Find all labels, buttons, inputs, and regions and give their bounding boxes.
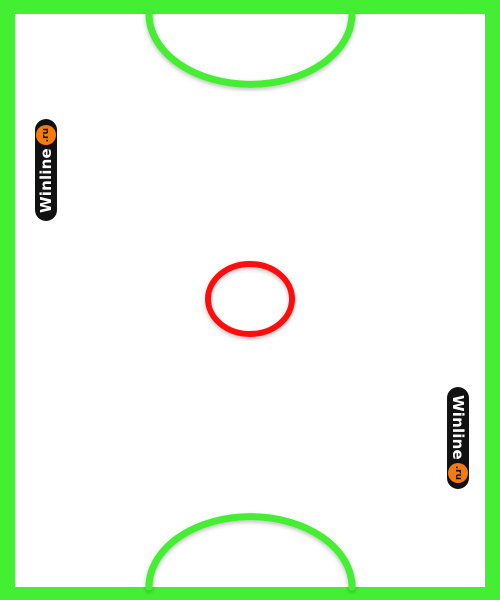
center-circle [205, 261, 295, 337]
top-goal-arc [145, 10, 356, 88]
bottom-goal-arc [145, 513, 356, 591]
sponsor-logo-left: Winline .ru [35, 119, 57, 221]
sponsor-logo-text: Winline [449, 395, 467, 460]
sponsor-logo-tld: .ru [448, 462, 468, 483]
sponsor-logo-tld: .ru [36, 125, 56, 146]
sponsor-logo-text: Winline [37, 148, 55, 213]
field-surface [15, 14, 485, 587]
sponsor-logo-right: Winline .ru [447, 387, 469, 489]
